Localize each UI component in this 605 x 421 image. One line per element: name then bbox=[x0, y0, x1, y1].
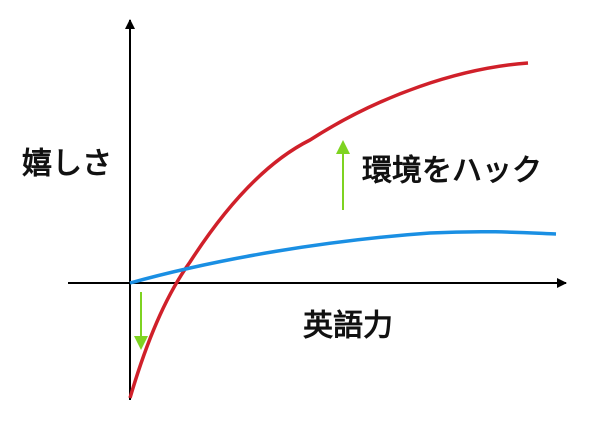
annotation: 環境をハック bbox=[362, 154, 542, 189]
x-axis-label: 英語力 bbox=[303, 309, 393, 344]
y-axis-label: 嬉しさ bbox=[22, 147, 112, 182]
blue-curve bbox=[129, 229, 557, 285]
red-curve bbox=[128, 61, 529, 399]
